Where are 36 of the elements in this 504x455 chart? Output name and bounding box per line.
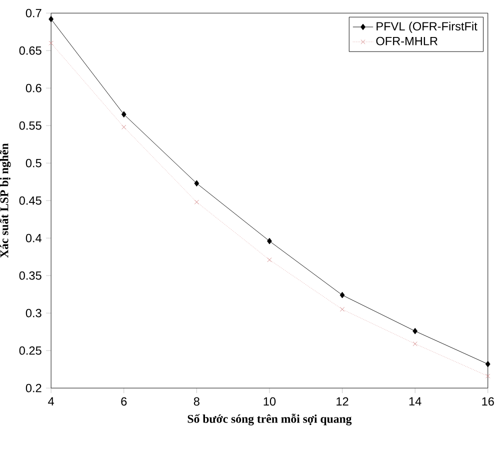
point <box>412 342 418 346</box>
y-tick-label: 0.4 <box>26 234 42 242</box>
y-tick-label: 0.7 <box>26 8 42 18</box>
y-tick-label: 0.25 <box>19 346 42 355</box>
y-tick-label: 0.45 <box>19 196 42 205</box>
point <box>194 180 200 187</box>
y-tick-label: 0.6 <box>26 84 42 92</box>
point <box>267 258 272 262</box>
x-tick-label: 10 <box>264 397 276 406</box>
point <box>48 16 54 22</box>
x-tick-label: 6 <box>121 397 127 406</box>
y-tick-label: 0.55 <box>19 121 42 130</box>
point <box>267 238 272 244</box>
point <box>340 292 345 298</box>
point <box>412 328 418 334</box>
x-tick-label: 14 <box>409 397 422 406</box>
point <box>122 124 126 130</box>
x-tick-label: 12 <box>336 397 348 406</box>
y-tick-label: 0.3 <box>26 308 42 318</box>
point <box>340 307 345 312</box>
y-axis-title: Xác suất LSP bị nghẽn <box>0 143 11 258</box>
x-tick-label: 4 <box>48 397 54 406</box>
point <box>486 374 490 378</box>
point <box>485 360 490 368</box>
legend-label: OFR-MHLR <box>376 36 438 46</box>
point <box>48 40 54 46</box>
point <box>121 111 126 118</box>
x-axis-title: Số bước sóng trên mỗi sợi quang <box>188 414 352 426</box>
y-tick-label: 0.65 <box>19 46 42 55</box>
x-tick-label: 16 <box>482 397 494 406</box>
y-tick-label: 0.5 <box>26 158 42 168</box>
x-tick-label: 8 <box>194 397 200 406</box>
point <box>194 200 199 204</box>
legend-label: PFVL (OFR-FirstFit <box>376 22 478 33</box>
y-tick-label: 0.2 <box>26 384 42 392</box>
y-tick-label: 0.35 <box>19 271 42 280</box>
